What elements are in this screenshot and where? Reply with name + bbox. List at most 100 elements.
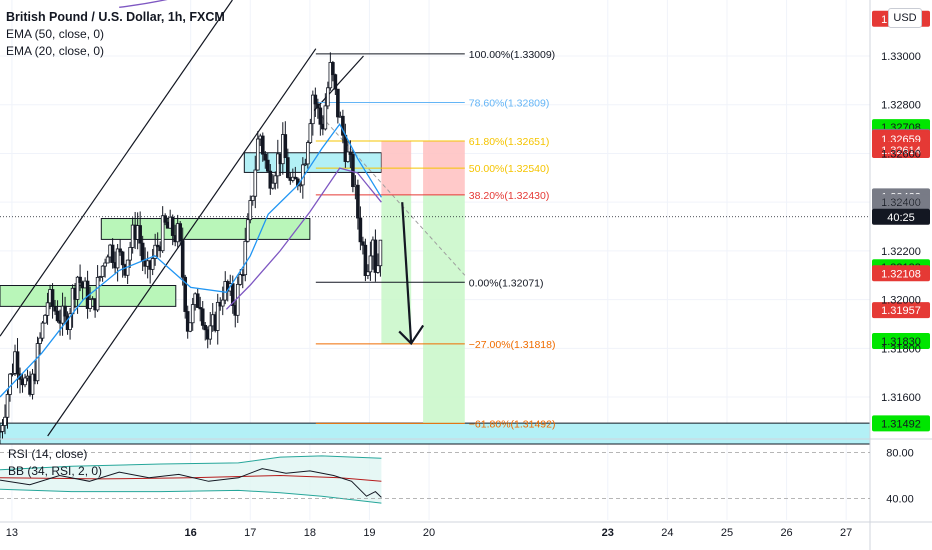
candle-body [313, 94, 318, 105]
candle-body [243, 240, 248, 276]
time-tick-label: 13 [6, 527, 18, 539]
candle-body [8, 373, 12, 395]
candle-body [53, 305, 57, 312]
candle-body [110, 244, 115, 263]
candle-body [356, 184, 360, 219]
ema50-legend[interactable]: EMA (50, close, 0) [6, 27, 105, 41]
rsi-legend: RSI (14, close) BB (34, RSI, 2, 0) [8, 446, 102, 480]
candle-body [198, 307, 203, 310]
price-tag-bg [872, 142, 930, 159]
candle-body [376, 265, 380, 273]
candle-body [103, 262, 107, 267]
price-tag-bg [872, 194, 930, 211]
ema50-line-top [119, 0, 168, 8]
candle-body [115, 248, 120, 269]
candle-body [331, 62, 335, 76]
time-tick-label: 20 [423, 527, 435, 539]
candle-body [105, 256, 110, 264]
candle-body [286, 157, 290, 178]
fib-retracement: 100.00%(1.33009) 78.60%(1.32809) 61.80%(1.… [315, 49, 556, 430]
candle-body [170, 216, 175, 236]
bottom-zone [0, 422, 871, 445]
price-tag-label: 1.32108 [881, 268, 921, 280]
candle-body [293, 176, 298, 180]
candle-body [138, 225, 142, 244]
candle-body [298, 184, 303, 187]
price-tag-label: 1.31957 [881, 305, 921, 317]
candle-body [255, 138, 260, 171]
candle-body [30, 373, 35, 395]
ema20-legend[interactable]: EMA (20, close, 0) [6, 44, 105, 58]
channel-upper-line [0, 0, 233, 337]
candle-body [368, 255, 373, 273]
price-tags: 1.331531.327081.326681.326641.326591.326… [872, 10, 930, 432]
price-tag-bg [872, 415, 930, 432]
candle-body [78, 276, 82, 283]
candle-body [326, 87, 330, 107]
time-tick-label: 17 [244, 527, 256, 539]
candle-body [333, 74, 338, 90]
candle-body [0, 425, 5, 432]
candle-body [245, 219, 250, 242]
time-tick-label: 27 [840, 527, 852, 539]
fib-level-label: 50.00%(1.32540) [469, 163, 550, 175]
candle-body [10, 372, 15, 375]
candle-body [23, 377, 27, 386]
bb-lower-line [0, 488, 382, 504]
candle-body [88, 299, 92, 309]
fib-level-label: 100.00%(1.33009) [469, 49, 555, 61]
candle-body [265, 159, 270, 172]
candle-body [323, 105, 328, 130]
candle-body [215, 301, 220, 331]
instrument-title[interactable]: British Pound / U.S. Dollar, 1h, FXCM [6, 10, 225, 24]
candle-body [361, 241, 365, 246]
candle-body [35, 343, 40, 382]
candle-body [253, 169, 258, 197]
fib-level-label: 61.80%(1.32651) [469, 136, 550, 148]
rsi-legend-label[interactable]: RSI (14, close) [8, 447, 88, 461]
candle-body [235, 283, 240, 316]
candle-body [178, 223, 182, 242]
candle-body [268, 170, 273, 189]
candle-body [185, 311, 190, 332]
candle-body [366, 271, 370, 276]
candle-body [328, 62, 333, 89]
candle-body [318, 107, 323, 125]
ema50-line [225, 167, 382, 310]
candle-body [363, 244, 368, 276]
price-tag-bg [872, 208, 930, 225]
price-tick-label: 1.32000 [881, 295, 921, 307]
price-tag-bg [872, 302, 930, 319]
candle-body [250, 195, 255, 201]
fib-level-label: 78.60%(1.32809) [469, 98, 550, 110]
chart-legend: British Pound / U.S. Dollar, 1h, FXCM EM… [6, 9, 225, 60]
price-tick-label: 1.33000 [881, 51, 921, 63]
currency-button[interactable]: USD [888, 8, 922, 28]
candle-body [208, 325, 213, 340]
candle-body [140, 242, 145, 262]
candle-body [358, 217, 363, 243]
candles [0, 52, 383, 439]
candle-body [238, 274, 243, 285]
time-tick-label: 24 [661, 527, 673, 539]
fib-level-label: 38.20%(1.32430) [469, 190, 550, 202]
candle-body [316, 103, 320, 109]
price-tag-label: 40:25 [887, 212, 915, 224]
candle-body [276, 153, 280, 177]
fib-level-label: −61.80%(1.31492) [469, 418, 556, 430]
candle-body [55, 310, 60, 322]
rsi-line [0, 468, 382, 498]
price-tag-bg [872, 265, 930, 282]
bb-legend-label[interactable]: BB (34, RSI, 2, 0) [8, 464, 103, 478]
candle-body [200, 308, 205, 326]
candle-body [120, 251, 125, 266]
candle-body [183, 276, 188, 312]
time-tick-label: 19 [363, 527, 375, 539]
price-tick-label: 1.32400 [881, 197, 921, 209]
price-tag-label: 1.31492 [881, 418, 921, 430]
candle-body [95, 276, 100, 311]
candle-body [336, 88, 340, 118]
candle-body [351, 154, 355, 188]
